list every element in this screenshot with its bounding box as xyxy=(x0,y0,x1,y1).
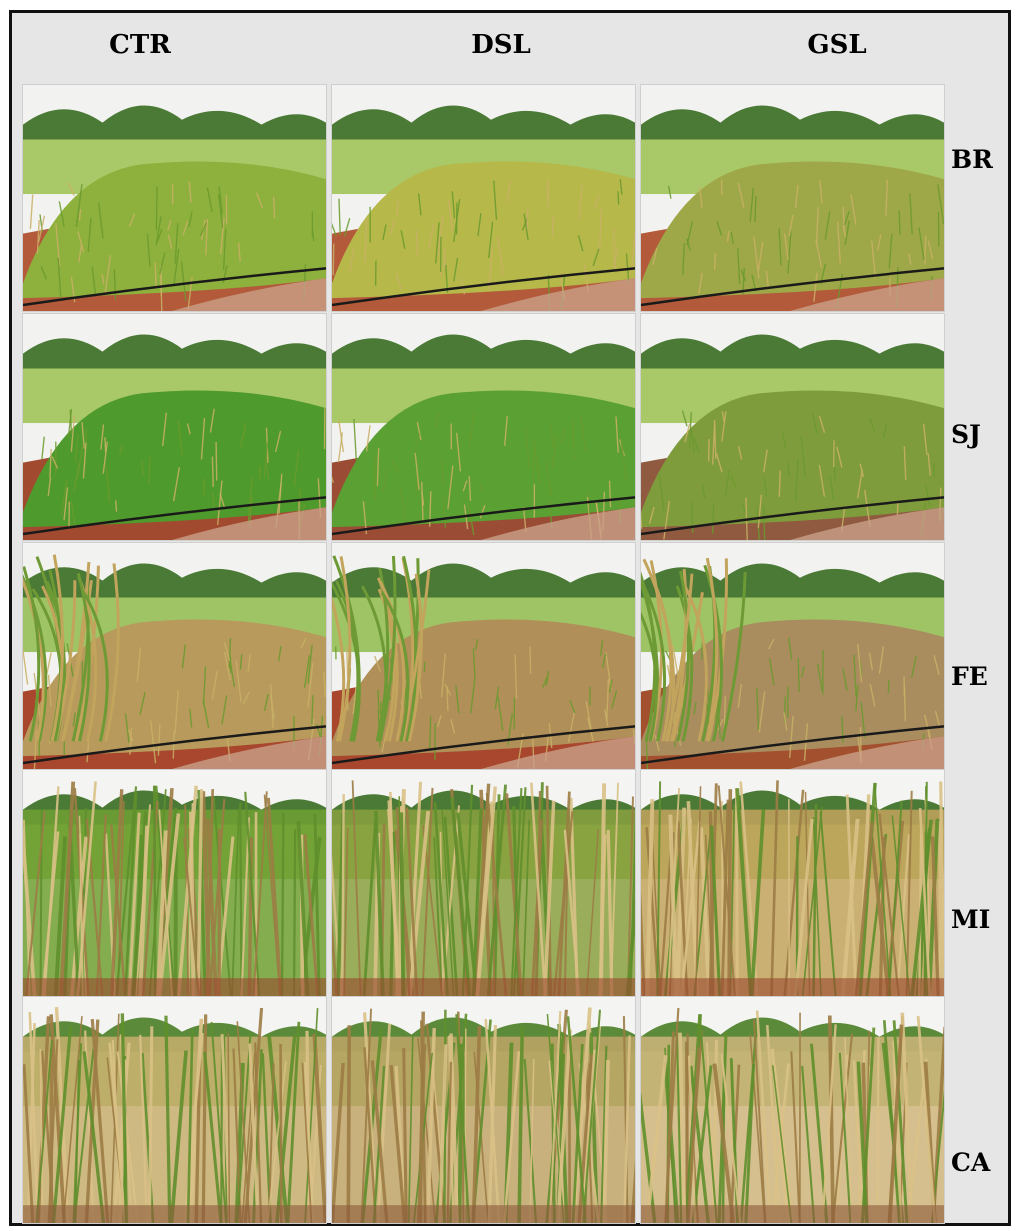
photo-br-dsl xyxy=(331,84,636,312)
photo-mi-dsl xyxy=(331,769,636,997)
column-header-gsl: GSL xyxy=(807,30,867,60)
row-label-ca: CA xyxy=(951,1148,991,1177)
photo-sj-gsl xyxy=(640,313,945,541)
row-label-sj: SJ xyxy=(951,420,981,449)
photo-ca-ctr xyxy=(22,996,327,1224)
photo-mi-gsl xyxy=(640,769,945,997)
photo-sj-ctr xyxy=(22,313,327,541)
photo-fe-dsl xyxy=(331,542,636,770)
row-label-br: BR xyxy=(951,145,993,174)
column-header-ctr: CTR xyxy=(109,30,171,60)
photo-br-gsl xyxy=(640,84,945,312)
photo-mi-ctr xyxy=(22,769,327,997)
photo-br-ctr xyxy=(22,84,327,312)
row-label-mi: MI xyxy=(951,905,991,934)
photo-ca-gsl xyxy=(640,996,945,1224)
photo-ca-dsl xyxy=(331,996,636,1224)
photo-fe-ctr xyxy=(22,542,327,770)
column-header-dsl: DSL xyxy=(471,30,531,60)
row-label-fe: FE xyxy=(951,662,988,691)
photo-sj-dsl xyxy=(331,313,636,541)
photo-fe-gsl xyxy=(640,542,945,770)
